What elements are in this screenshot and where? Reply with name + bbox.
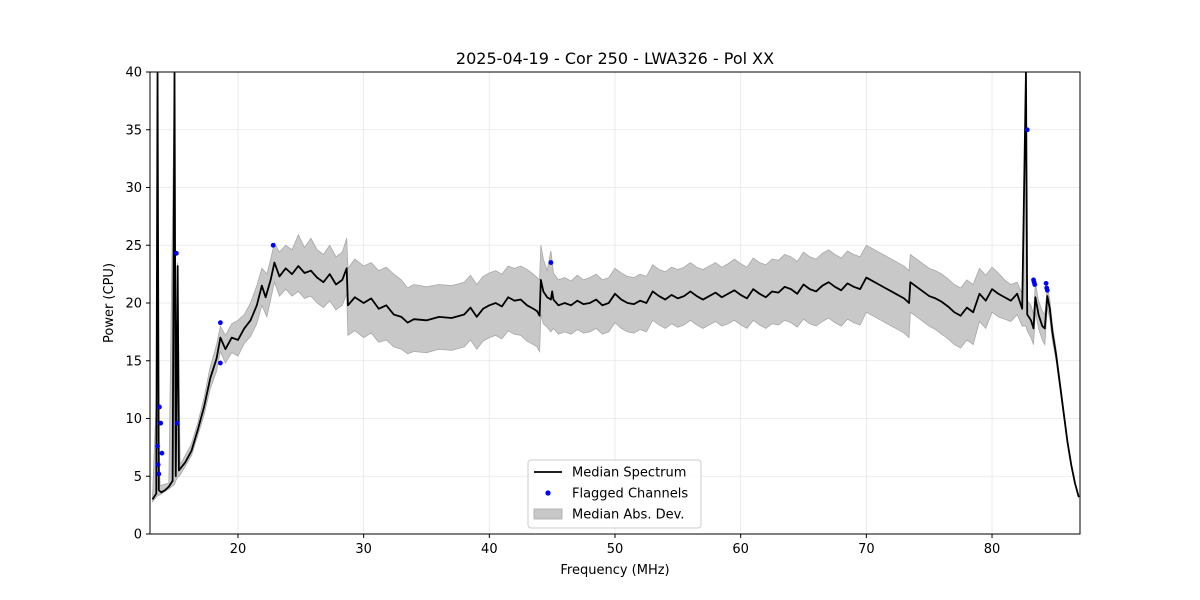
flagged-point-15 — [1032, 282, 1038, 287]
flagged-point-1 — [155, 462, 161, 468]
flagged-point-8 — [217, 320, 223, 326]
legend: Median Spectrum Flagged Channels Median Ab… — [527, 459, 702, 529]
flagged-point-0 — [155, 443, 160, 449]
flagged-point-10 — [270, 242, 276, 248]
x-axis-ticks: 20 30 40 50 60 70 80 — [230, 534, 1001, 557]
y-axis-ticks: 0 5 10 15 20 25 30 35 40 — [125, 66, 150, 543]
mad-band — [152, 72, 1080, 503]
median-spectrum-line — [151, 72, 1080, 500]
median-line-layer — [151, 72, 1080, 500]
x-tick-label-4: 60 — [732, 542, 749, 557]
legend-swatch-mad — [533, 508, 563, 520]
x-tick-label-2: 40 — [481, 542, 498, 557]
legend-label-1: Flagged Channels — [572, 487, 688, 502]
flagged-point-2 — [156, 471, 162, 477]
flagged-point-4 — [158, 420, 164, 426]
mad-band-layer — [152, 72, 1080, 503]
y-tick-label-6: 30 — [125, 181, 142, 196]
flagged-point-18 — [1044, 287, 1050, 293]
flagged-point-7 — [174, 420, 180, 426]
flagged-point-5 — [159, 450, 165, 456]
y-axis-label: Power (CPU) — [102, 263, 117, 343]
y-tick-label-4: 20 — [125, 297, 142, 312]
y-tick-label-5: 25 — [125, 239, 142, 254]
flagged-point-3 — [157, 404, 162, 410]
flagged-point-9 — [217, 360, 223, 366]
flagged-point-16 — [1043, 280, 1049, 286]
x-tick-label-0: 20 — [230, 542, 247, 557]
y-tick-label-3: 15 — [125, 354, 142, 369]
flagged-point-12 — [1024, 127, 1030, 133]
legend-swatch-flagged — [545, 490, 551, 496]
flagged-point-6 — [173, 250, 179, 256]
legend-label-0: Median Spectrum — [572, 466, 686, 481]
flagged-point-11 — [548, 260, 554, 265]
legend-label-2: Median Abs. Dev. — [572, 508, 684, 523]
y-tick-label-7: 35 — [125, 123, 142, 138]
legend-box — [527, 459, 702, 529]
y-tick-label-8: 40 — [125, 66, 142, 81]
x-tick-label-5: 70 — [858, 542, 875, 557]
chart-title: 2025-04-19 - Cor 250 - LWA326 - Pol XX — [456, 49, 774, 68]
y-tick-label-0: 0 — [134, 528, 142, 543]
x-tick-label-1: 30 — [355, 542, 372, 557]
x-axis-label: Frequency (MHz) — [560, 563, 669, 578]
flagged-points-layer — [155, 127, 1050, 477]
x-tick-label-3: 50 — [607, 542, 624, 557]
y-tick-label-1: 5 — [134, 470, 142, 485]
y-tick-label-2: 10 — [125, 412, 142, 427]
x-tick-label-6: 80 — [984, 542, 1001, 557]
